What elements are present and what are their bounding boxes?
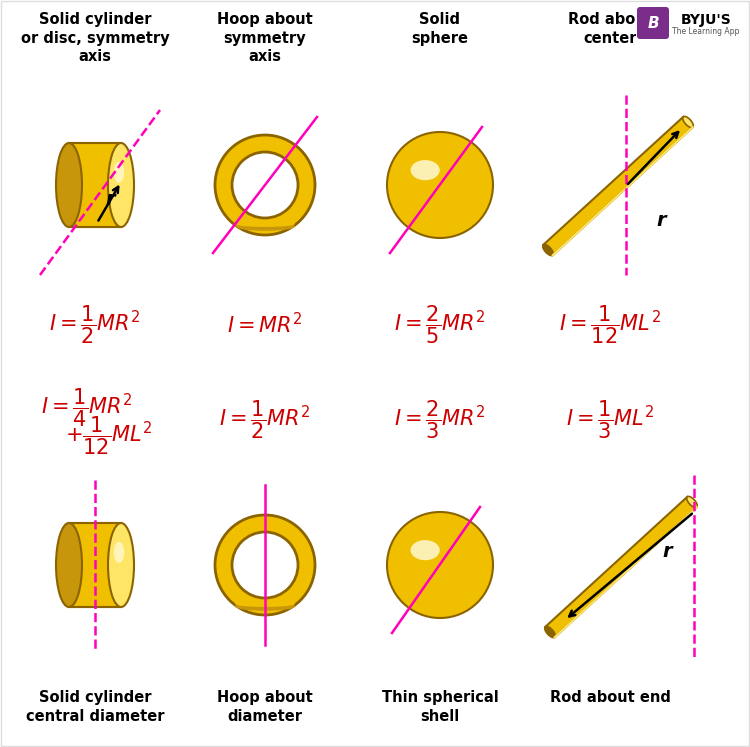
Ellipse shape [235, 223, 295, 231]
Text: Solid cylinder
central diameter: Solid cylinder central diameter [26, 690, 164, 724]
Polygon shape [543, 117, 693, 255]
Text: $I = \dfrac{2}{5}MR^2$: $I = \dfrac{2}{5}MR^2$ [394, 304, 486, 347]
Text: Thin spherical
shell: Thin spherical shell [382, 690, 498, 724]
Text: Solid
sphere: Solid sphere [412, 12, 469, 46]
Circle shape [387, 132, 493, 238]
Text: $I = \dfrac{1}{4}MR^2$: $I = \dfrac{1}{4}MR^2$ [41, 387, 133, 430]
Ellipse shape [687, 497, 698, 507]
Ellipse shape [543, 244, 554, 255]
Ellipse shape [235, 221, 295, 227]
Circle shape [215, 135, 315, 235]
Text: $I = MR^2$: $I = MR^2$ [227, 312, 303, 338]
Ellipse shape [56, 523, 82, 607]
Ellipse shape [410, 160, 440, 180]
Ellipse shape [682, 117, 693, 128]
Ellipse shape [114, 542, 125, 563]
Text: r: r [105, 190, 115, 209]
Text: r: r [656, 211, 666, 230]
Text: Rod about
center: Rod about center [568, 12, 652, 46]
Text: B: B [647, 16, 658, 31]
Ellipse shape [56, 143, 82, 227]
Ellipse shape [235, 602, 295, 611]
Text: $I = \dfrac{1}{3}ML^2$: $I = \dfrac{1}{3}ML^2$ [566, 399, 654, 441]
Text: Solid cylinder
or disc, symmetry
axis: Solid cylinder or disc, symmetry axis [21, 12, 170, 64]
Text: Hoop about
diameter: Hoop about diameter [217, 690, 313, 724]
Text: BYJU'S: BYJU'S [681, 13, 731, 27]
Circle shape [215, 515, 315, 615]
Ellipse shape [235, 601, 295, 607]
Text: $I = \dfrac{1}{12}ML^2$: $I = \dfrac{1}{12}ML^2$ [559, 304, 661, 347]
Text: $I = \dfrac{2}{3}MR^2$: $I = \dfrac{2}{3}MR^2$ [394, 399, 486, 441]
Ellipse shape [544, 627, 555, 638]
Text: $I = \dfrac{1}{2}MR^2$: $I = \dfrac{1}{2}MR^2$ [219, 399, 310, 441]
Circle shape [232, 152, 298, 218]
Text: Hoop about
symmetry
axis: Hoop about symmetry axis [217, 12, 313, 64]
FancyBboxPatch shape [636, 4, 745, 43]
Text: r: r [662, 542, 672, 561]
Polygon shape [545, 497, 697, 637]
Ellipse shape [114, 162, 125, 183]
Text: Rod about end: Rod about end [550, 690, 670, 705]
Polygon shape [69, 143, 121, 227]
Circle shape [387, 512, 493, 618]
Text: $+ \dfrac{1}{12}ML^2$: $+ \dfrac{1}{12}ML^2$ [65, 415, 153, 457]
Text: The Learning App: The Learning App [672, 26, 740, 36]
Ellipse shape [108, 143, 134, 227]
Ellipse shape [108, 523, 134, 607]
Polygon shape [69, 523, 121, 607]
Circle shape [232, 532, 298, 598]
Text: $I = \dfrac{1}{2}MR^2$: $I = \dfrac{1}{2}MR^2$ [50, 304, 141, 347]
Ellipse shape [410, 540, 440, 560]
FancyBboxPatch shape [637, 7, 669, 39]
